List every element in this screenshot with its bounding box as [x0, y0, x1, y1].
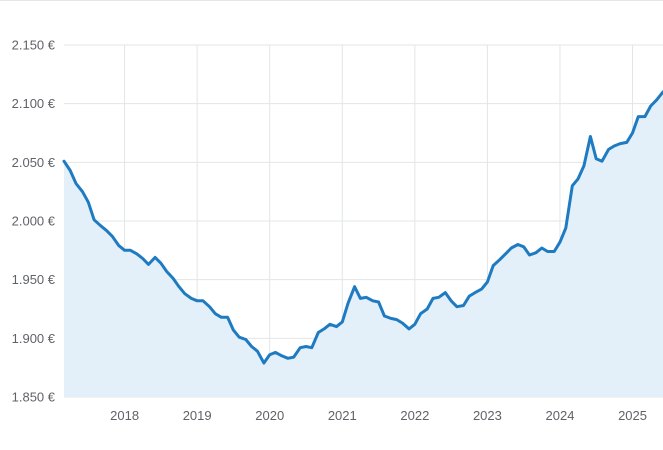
y-tick-label: 1.850 € [12, 390, 56, 405]
x-tick-label: 2020 [255, 408, 284, 423]
x-axis-labels: 2018 2019 2020 2021 2022 2023 2024 2025 [110, 408, 647, 423]
y-tick-label: 1.900 € [12, 331, 56, 346]
x-tick-label: 2019 [183, 408, 212, 423]
y-tick-label: 2.000 € [12, 214, 56, 229]
x-tick-label: 2022 [400, 408, 429, 423]
y-axis-labels: 1.850 € 1.900 € 1.950 € 2.000 € 2.050 € 2.100… [12, 38, 56, 405]
x-tick-label: 2024 [546, 408, 575, 423]
y-tick-label: 1.950 € [12, 272, 56, 287]
series-line [62, 90, 663, 365]
x-tick-label: 2021 [328, 408, 357, 423]
y-tick-label: 2.050 € [12, 155, 56, 170]
x-tick-label: 2018 [110, 408, 139, 423]
x-tick-label: 2023 [473, 408, 502, 423]
top-border [0, 0, 663, 1]
y-tick-label: 2.100 € [12, 96, 56, 111]
area-fill [64, 91, 663, 398]
x-tick-label: 2025 [618, 408, 647, 423]
y-tick-label: 2.150 € [12, 38, 56, 53]
